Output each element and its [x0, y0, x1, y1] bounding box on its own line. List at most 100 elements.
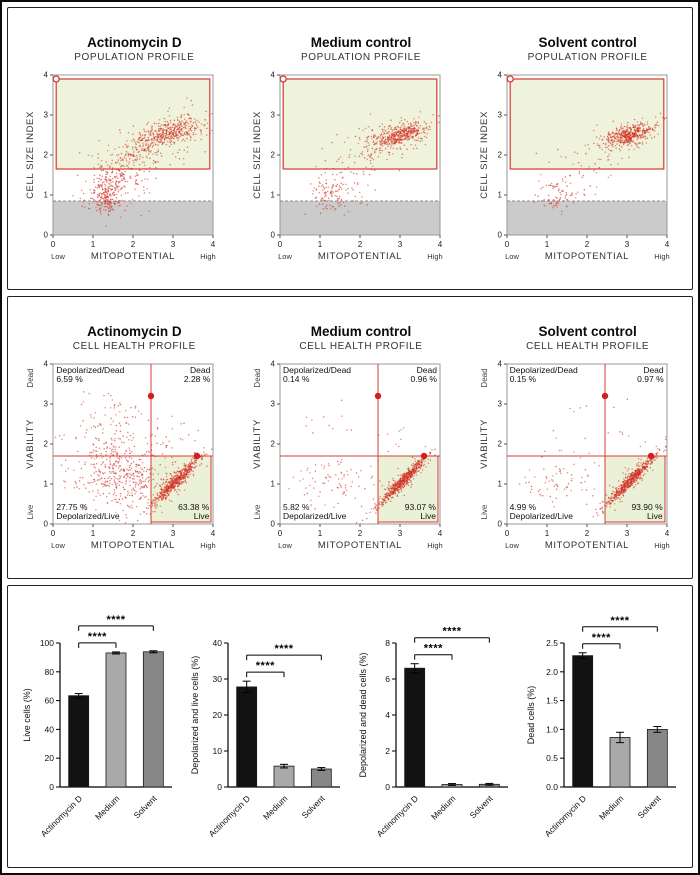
svg-text:****: **** [106, 613, 125, 625]
svg-text:CELL SIZE INDEX: CELL SIZE INDEX [25, 111, 36, 199]
svg-text:Actinomycin D: Actinomycin D [543, 793, 588, 838]
health-scatter-solvent-svg: 0 1 2 3 4 0 1 2 3 4 MITOPOTENTIAL Low High VIABILITY D… [479, 359, 670, 551]
svg-text:3: 3 [497, 110, 502, 119]
svg-text:Low: Low [51, 252, 65, 261]
svg-text:3: 3 [271, 399, 276, 408]
svg-text:20: 20 [213, 710, 223, 720]
plot-title: POPULATION PROFILE [300, 51, 422, 63]
svg-text:High: High [427, 252, 442, 261]
svg-text:Actinomycin D: Actinomycin D [207, 793, 252, 838]
svg-text:0: 0 [49, 782, 54, 792]
svg-text:2: 2 [584, 529, 589, 538]
svg-text:1: 1 [271, 190, 276, 199]
svg-text:4: 4 [211, 529, 216, 538]
svg-text:2: 2 [358, 529, 363, 538]
svg-text:Low: Low [505, 541, 519, 550]
column-title-medium: Medium control [310, 34, 412, 50]
svg-text:4: 4 [271, 359, 276, 368]
quadrant-depolarized-dead: Depolarized/Dead 0.15 % [509, 364, 578, 386]
quadrant-value: 93.07 % [404, 501, 436, 512]
quadrant-value: 93.90 % [631, 501, 663, 512]
svg-text:100: 100 [40, 638, 54, 648]
bar-panel: 0 20 40 60 80 100 Actinomycin D Medium Solvent **… [7, 585, 693, 868]
svg-text:****: **** [274, 643, 293, 655]
bar-chart-depolarized-dead-cells: 0 2 4 6 8 Actinomycin D Medium Solvent **** **** D… [358, 625, 508, 838]
quadrant-value: 27.75 % [56, 501, 88, 512]
svg-text:2: 2 [44, 150, 49, 159]
svg-text:Depolarized and dead cells (%): Depolarized and dead cells (%) [358, 652, 368, 777]
svg-text:0: 0 [271, 230, 276, 239]
svg-text:Medium: Medium [93, 793, 121, 821]
svg-text:1: 1 [497, 479, 502, 488]
svg-text:2.0: 2.0 [546, 666, 558, 676]
svg-text:80: 80 [45, 666, 55, 676]
svg-text:3: 3 [398, 240, 403, 249]
svg-text:Live cells (%): Live cells (%) [22, 688, 32, 742]
svg-text:MITOPOTENTIAL: MITOPOTENTIAL [91, 540, 175, 551]
svg-text:MITOPOTENTIAL: MITOPOTENTIAL [545, 251, 629, 262]
svg-text:1: 1 [44, 479, 49, 488]
quadrant-label: Depolarized/Live [282, 511, 347, 522]
health-plot-medium: CELL HEALTH PROFILE 0 1 2 3 4 0 1 2 3 4 MITOPOTENT… [250, 341, 450, 552]
svg-text:Actinomycin D: Actinomycin D [375, 793, 420, 838]
population-plot-actinomycin: POPULATION PROFILE 0 1 2 3 4 0 1 2 3 4 MITOPOTENTI… [23, 52, 223, 263]
quadrant-label: Depolarized/Dead [509, 364, 578, 375]
svg-text:VIABILITY: VIABILITY [25, 419, 36, 469]
svg-text:3: 3 [398, 529, 403, 538]
plot-title: CELL HEALTH PROFILE [526, 340, 650, 352]
population-plot-row: POPULATION PROFILE 0 1 2 3 4 0 1 2 3 4 MITOPOTENTI… [10, 52, 690, 263]
svg-text:MITOPOTENTIAL: MITOPOTENTIAL [91, 251, 175, 262]
svg-text:3: 3 [624, 529, 629, 538]
svg-text:4: 4 [271, 70, 276, 79]
svg-text:3: 3 [44, 110, 49, 119]
bar-chart-row: 0 20 40 60 80 100 Actinomycin D Medium Solvent **… [10, 597, 690, 857]
svg-text:1: 1 [271, 479, 276, 488]
svg-text:****: **** [424, 642, 443, 654]
svg-text:2: 2 [131, 529, 136, 538]
svg-text:2: 2 [131, 240, 136, 249]
svg-text:High: High [201, 541, 216, 550]
svg-text:40: 40 [45, 724, 55, 734]
svg-text:4: 4 [664, 240, 669, 249]
population-scatter-solvent-svg: 0 1 2 3 4 0 1 2 3 4 MITOPOTENTIAL Low High CELL SIZE … [479, 70, 670, 262]
svg-text:VIABILITY: VIABILITY [252, 419, 263, 469]
svg-text:0: 0 [51, 240, 56, 249]
svg-text:1: 1 [497, 190, 502, 199]
quadrant-label: Depolarized/Dead [282, 364, 352, 375]
quadrant-value: 0.96 % [410, 374, 437, 385]
svg-text:Solvent: Solvent [132, 792, 160, 820]
quadrant-depolarized-dead: Depolarized/Dead 6.59 % [56, 365, 124, 386]
quadrant-depolarized-dead: Depolarized/Dead 0.14 % [282, 364, 352, 386]
svg-text:0: 0 [504, 240, 509, 249]
plot-title: POPULATION PROFILE [74, 51, 195, 63]
svg-text:Dead: Dead [26, 368, 35, 387]
svg-text:2: 2 [497, 150, 502, 159]
svg-text:Low: Low [278, 252, 292, 261]
svg-text:60: 60 [45, 695, 55, 705]
quadrant-depolarized-live: 27.75 % Depolarized/Live [56, 501, 119, 523]
svg-text:3: 3 [497, 399, 502, 408]
quadrant-label: Live [647, 511, 663, 522]
svg-text:8: 8 [385, 638, 390, 648]
svg-text:Live: Live [253, 504, 262, 519]
quadrant-dead: Dead 0.97 % [637, 365, 664, 386]
svg-text:Dead: Dead [480, 368, 489, 387]
svg-text:3: 3 [271, 110, 276, 119]
svg-text:****: **** [88, 630, 107, 642]
svg-text:4: 4 [211, 240, 216, 249]
svg-text:Live: Live [26, 504, 35, 519]
population-plot-solvent: POPULATION PROFILE 0 1 2 3 4 0 1 2 3 4 MITOPOTENTI… [477, 52, 677, 263]
population-plot-medium: POPULATION PROFILE 0 1 2 3 4 0 1 2 3 4 MITOPOTENTI… [250, 52, 450, 263]
svg-text:4: 4 [497, 70, 502, 79]
quadrant-value: 0.97 % [637, 374, 664, 385]
health-scatter-medium-svg: 0 1 2 3 4 0 1 2 3 4 MITOPOTENTIAL Low High VIABILITY D… [252, 359, 443, 551]
svg-text:4: 4 [438, 240, 443, 249]
svg-text:0: 0 [278, 529, 283, 538]
quadrant-live: 93.90 % Live [631, 501, 663, 523]
quadrant-live: 93.07 % Live [404, 501, 436, 523]
svg-text:4: 4 [44, 359, 49, 368]
plot-title: CELL HEALTH PROFILE [72, 340, 196, 352]
quadrant-dead: Dead 2.28 % [184, 365, 210, 386]
svg-text:CELL SIZE INDEX: CELL SIZE INDEX [479, 111, 490, 199]
